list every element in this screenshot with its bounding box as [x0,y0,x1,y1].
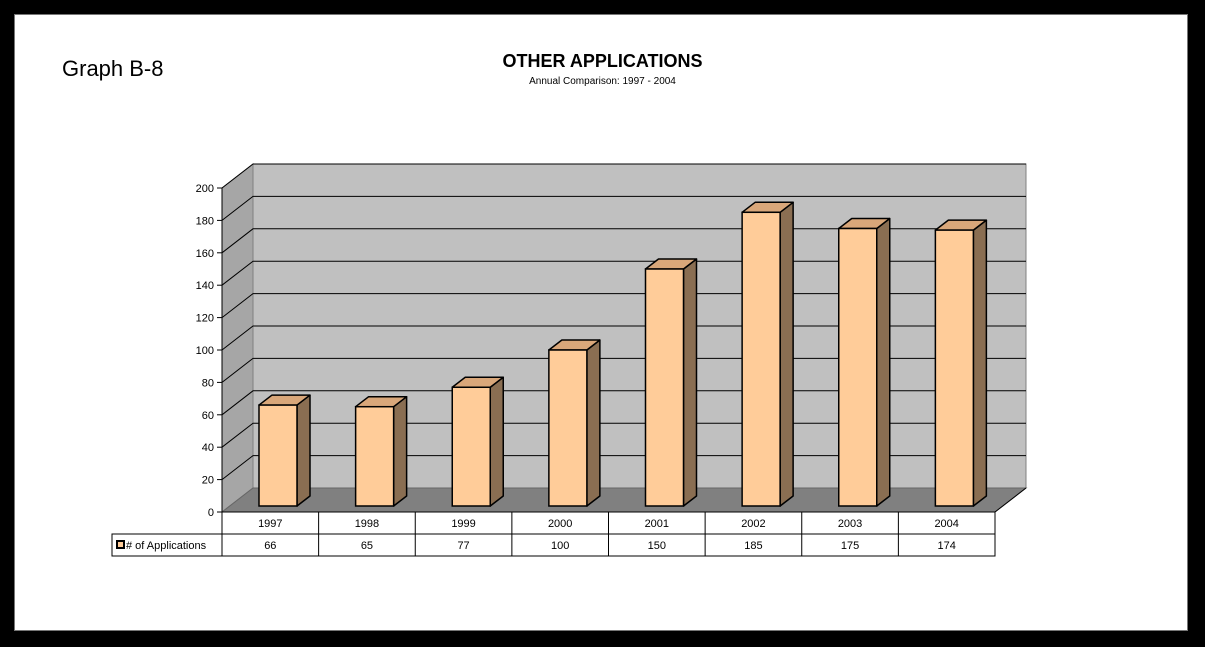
x-tick-label: 2002 [741,518,765,530]
bar [838,227,878,507]
bar [741,211,781,507]
gridline [221,195,1026,221]
y-tick-label: 160 [196,248,214,260]
graph-label: Graph B-8 [62,56,164,81]
bar-side [682,258,698,507]
y-tick-label: 120 [196,313,214,325]
bar-side [489,376,504,507]
bar [354,405,395,507]
y-tick-label: 100 [196,345,214,357]
x-tick-label: 1999 [451,518,475,530]
data-label: 65 [361,540,373,552]
bar-side [392,395,408,507]
y-tick-label: 0 [208,507,214,519]
y-tick-label: 40 [202,442,214,454]
bar [451,386,491,507]
data-label: 77 [457,540,469,552]
data-label: 100 [551,540,569,552]
chart-title: OTHER APPLICATIONS [502,51,703,71]
data-label: 185 [744,540,762,552]
bar [548,349,588,507]
bar-side [296,394,311,507]
data-table-edge [994,487,1027,513]
bar-side [876,217,891,507]
bar-side [972,219,988,507]
bar [644,268,685,507]
x-tick-label: 2001 [645,518,669,530]
y-tick-label: 200 [196,183,214,195]
y-tick-label: 140 [196,280,214,292]
data-label: 175 [841,540,859,552]
bar [258,404,298,507]
bar-side [586,339,601,507]
x-tick-label: 2003 [838,518,862,530]
legend-swatch [116,540,125,549]
gridline [221,163,1026,189]
data-label: 174 [938,540,956,552]
y-tick-label: 80 [202,377,214,389]
y-tick-label: 20 [202,475,214,487]
data-label: 150 [648,540,666,552]
x-tick-label: 2004 [934,518,958,530]
legend-label: # of Applications [126,540,207,552]
x-tick-label: 2000 [548,518,572,530]
data-label: 66 [264,540,276,552]
bar [934,229,975,507]
x-tick-label: 1997 [258,518,282,530]
chart-subtitle: Annual Comparison: 1997 - 2004 [529,76,676,87]
x-tick-label: 1998 [355,518,379,530]
chart-floor [220,487,1028,513]
y-tick-label: 60 [202,410,214,422]
bar-side [779,201,794,507]
y-tick-label: 180 [196,215,214,227]
